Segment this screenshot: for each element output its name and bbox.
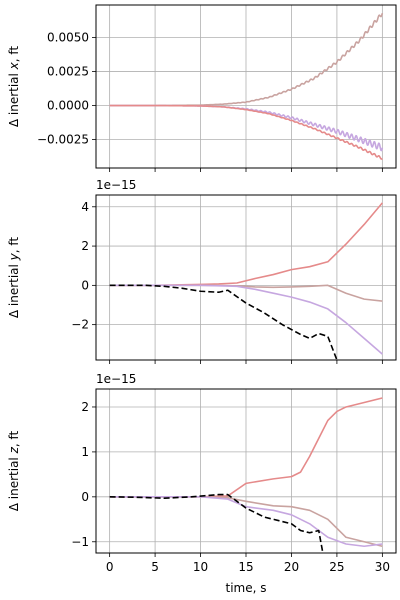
y-offset-text: 1e−15 bbox=[96, 178, 136, 192]
x-tick-label: 10 bbox=[193, 560, 208, 574]
y-axis-label: Δ inertial z, ft bbox=[7, 430, 21, 511]
x-tick-label: 30 bbox=[375, 560, 390, 574]
y-tick-label: −0.0025 bbox=[37, 132, 89, 146]
y-tick-label: 2 bbox=[81, 239, 89, 253]
y-tick-label: 0.0000 bbox=[47, 99, 89, 113]
x-axis-label: time, s bbox=[226, 581, 267, 595]
x-tick-label: 20 bbox=[284, 560, 299, 574]
y-axis-label: Δ inertial y, ft bbox=[7, 237, 21, 319]
y-tick-label: 0 bbox=[81, 490, 89, 504]
x-tick-label: 15 bbox=[238, 560, 253, 574]
series-line-4 bbox=[109, 284, 338, 360]
series-line-3 bbox=[109, 104, 383, 160]
y-tick-label: 0.0050 bbox=[47, 31, 89, 45]
y-tick-label: 0 bbox=[81, 278, 89, 292]
y-tick-label: −2 bbox=[71, 318, 89, 332]
y-tick-label: 2 bbox=[81, 400, 89, 414]
y-offset-text: 1e−15 bbox=[96, 372, 136, 386]
y-tick-label: 4 bbox=[81, 200, 89, 214]
x-tick-label: 5 bbox=[151, 560, 159, 574]
y-tick-label: −1 bbox=[71, 535, 89, 549]
series-line-4 bbox=[109, 493, 324, 553]
y-tick-label: 1 bbox=[81, 445, 89, 459]
x-tick-label: 0 bbox=[106, 560, 114, 574]
series-line-1 bbox=[109, 202, 383, 287]
subplot-3: 0 5 10 15 20 25 30 −1 0 1 2 1e−15 Δ inertial z, ft ti… bbox=[7, 372, 397, 595]
x-tick-label: 25 bbox=[329, 560, 344, 574]
series-line-3 bbox=[109, 284, 383, 355]
y-tick-label: 0.0025 bbox=[47, 65, 89, 79]
subplot-2: −2 0 2 4 1e−15 Δ inertial y, ft bbox=[7, 178, 397, 364]
subplot-1: −0.0025 0.0000 0.0025 0.0050 Δ inertial x, f… bbox=[7, 4, 397, 172]
y-axis-label: Δ inertial x, ft bbox=[7, 46, 21, 128]
